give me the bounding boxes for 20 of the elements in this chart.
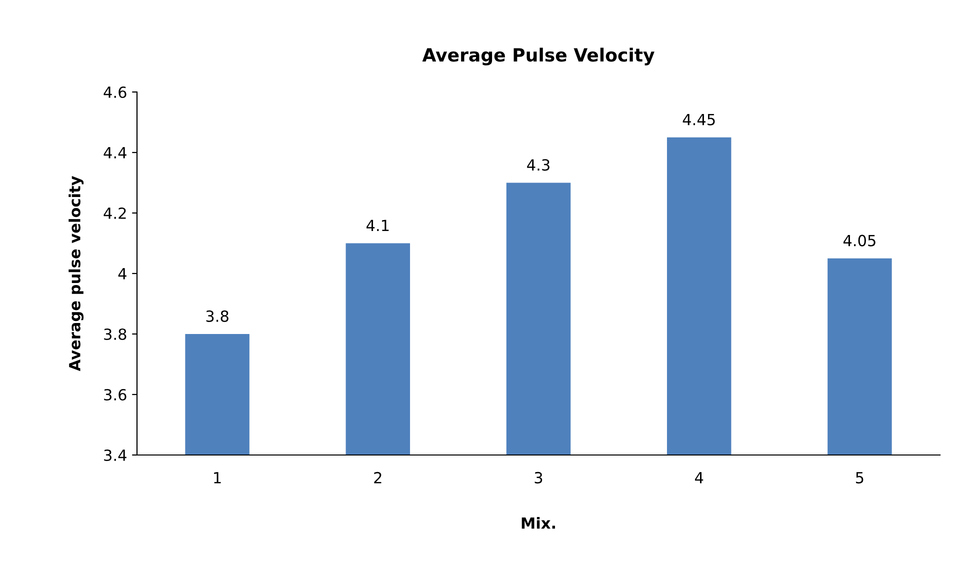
y-tick-label: 4.2 bbox=[104, 207, 126, 219]
y-tick-label: 3.8 bbox=[104, 328, 126, 340]
x-tick-label: 2 bbox=[374, 472, 382, 484]
data-label: 4.3 bbox=[527, 159, 550, 171]
y-axis-title: Average pulse velocity bbox=[68, 176, 84, 372]
y-tick-label: 4.6 bbox=[104, 86, 126, 98]
x-tick-label: 1 bbox=[214, 472, 221, 484]
chart-title: Average Pulse Velocity bbox=[422, 48, 654, 66]
data-label: 4.05 bbox=[843, 234, 876, 246]
data-label: 4.1 bbox=[366, 220, 389, 231]
y-tick-label: 3.4 bbox=[104, 449, 126, 462]
y-tick-label: 3.6 bbox=[104, 388, 126, 401]
data-label: 3.8 bbox=[206, 310, 228, 322]
x-tick-label: 4 bbox=[694, 472, 704, 484]
x-axis-title: Mix. bbox=[522, 517, 555, 529]
y-tick-label: 4 bbox=[118, 268, 126, 280]
data-label: 4.45 bbox=[682, 114, 715, 126]
x-tick-label: 5 bbox=[856, 472, 864, 484]
y-tick-label: 4.4 bbox=[104, 147, 126, 158]
x-tick-label: 3 bbox=[534, 472, 542, 484]
